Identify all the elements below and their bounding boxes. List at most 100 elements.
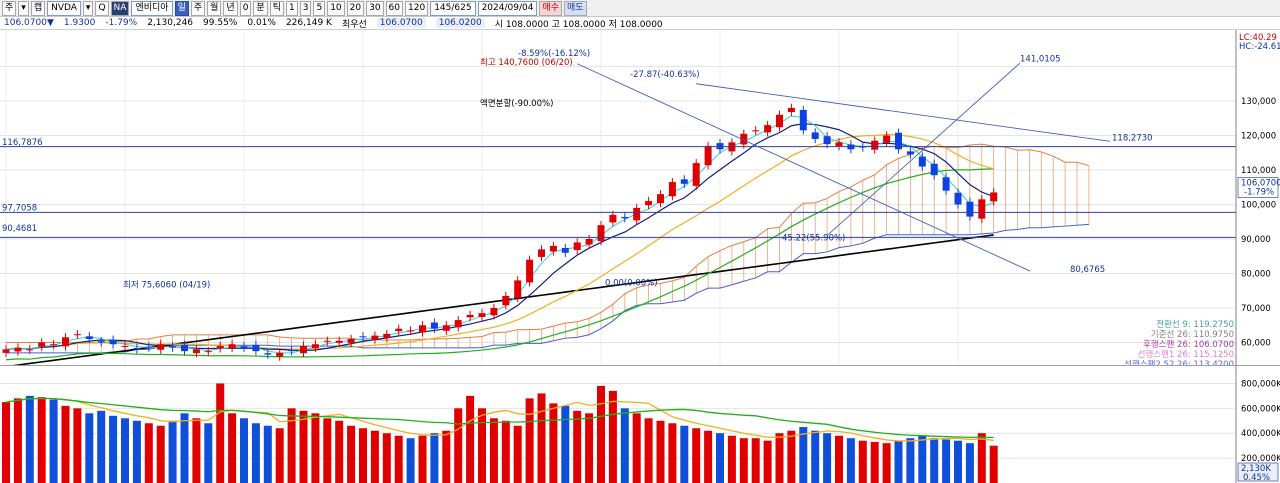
- annotation-zero: 0.00(0.00%): [605, 279, 658, 289]
- volume-ma-long: [5, 397, 994, 439]
- candle-body: [692, 163, 700, 186]
- toolbar-item[interactable]: 0: [239, 0, 252, 16]
- candle-body: [133, 348, 141, 350]
- candle-body: [680, 179, 688, 184]
- legend-entry: 기준선 26: 110.9750: [1151, 330, 1234, 340]
- volume-bar: [37, 397, 46, 483]
- toolbar-item[interactable]: NA: [110, 0, 130, 16]
- candle-body: [906, 151, 914, 155]
- volume-bar: [359, 428, 367, 483]
- toolbar-item[interactable]: 3: [299, 0, 312, 16]
- ma-5: [5, 115, 994, 354]
- volume-bar: [97, 410, 106, 483]
- annotation-97: 97,7058: [2, 204, 37, 214]
- candle-body: [990, 192, 998, 202]
- toolbar-item[interactable]: 10: [327, 0, 345, 16]
- toolbar-item[interactable]: 매도: [564, 0, 587, 16]
- price-tick-label: 90,000: [1241, 235, 1271, 245]
- leading-span-1: [6, 143, 1090, 343]
- toolbar-item[interactable]: 5: [313, 0, 326, 16]
- candle-body: [454, 320, 462, 328]
- candle-body: [740, 133, 748, 145]
- volume-tick-label: 600,000K: [1241, 404, 1280, 414]
- candle-body: [442, 325, 450, 331]
- volume-ratio: 99.55%: [203, 18, 238, 28]
- candle-body: [799, 109, 807, 131]
- toolbar-item[interactable]: 월: [207, 0, 222, 16]
- volume-bar: [370, 430, 379, 483]
- candle-body: [371, 335, 379, 340]
- candle-body: [407, 330, 415, 332]
- toolbar-item[interactable]: Q: [95, 0, 109, 16]
- legend-entry: 후행스팬 26: 106.0700: [1143, 339, 1234, 350]
- candle-body: [490, 308, 498, 316]
- toolbar-item[interactable]: 주: [2, 0, 17, 16]
- volume-bar: [394, 435, 403, 483]
- volume-bar: [977, 433, 986, 483]
- candle-body: [395, 328, 403, 332]
- toolbar-item[interactable]: 캡: [30, 0, 46, 16]
- volume-bar: [608, 390, 617, 483]
- price-tick-label: 100,000: [1241, 201, 1276, 211]
- trade-amount: 226,149 K: [285, 18, 332, 28]
- annotation-split: 액면분할(-90.00%): [480, 98, 553, 109]
- price-tick-label: 60,000: [1241, 339, 1271, 349]
- toolbar-item[interactable]: 틱: [269, 0, 284, 16]
- toolbar-item[interactable]: 20: [346, 0, 365, 16]
- volume-bar: [61, 405, 70, 483]
- volume-bar: [489, 418, 498, 483]
- candle-body: [335, 340, 343, 343]
- toolbar-item[interactable]: 60: [385, 0, 403, 16]
- volume-bar: [561, 405, 570, 483]
- volume-bar: [704, 430, 713, 483]
- volume-bar: [121, 418, 129, 483]
- candle-body: [573, 242, 581, 251]
- candle-body: [181, 344, 188, 352]
- candle-body: [752, 130, 760, 132]
- price-tick-label: 110,000: [1241, 166, 1276, 176]
- volume-bar: [299, 410, 308, 483]
- quote-bar: 106.0700▼ 1.9300 -1.79% 2,130,246 99.55%…: [0, 17, 1280, 30]
- trendline-down: [577, 63, 1031, 272]
- volume-bar: [13, 398, 22, 483]
- toolbar-item[interactable]: 1: [285, 0, 298, 16]
- toolbar-item[interactable]: NVDA: [47, 0, 81, 16]
- volume-bar: [501, 420, 510, 483]
- toolbar-item[interactable]: 분: [253, 0, 268, 16]
- volume-bar: [823, 433, 832, 483]
- volume-bar: [311, 413, 320, 483]
- toolbar-item[interactable]: 주: [190, 0, 206, 16]
- toolbar-item[interactable]: 2024/09/04: [477, 0, 538, 16]
- volume-bar: [727, 435, 736, 483]
- toolbar-item[interactable]: 년: [223, 0, 238, 16]
- toolbar-item[interactable]: 120: [405, 0, 429, 16]
- candle-body: [609, 214, 617, 223]
- candle-body: [430, 322, 438, 329]
- toolbar-item[interactable]: 엔비디아: [131, 0, 173, 16]
- candle-body: [359, 336, 367, 338]
- toolbar-item[interactable]: 매수: [539, 0, 563, 16]
- annotation-swing-low: 45.22(55.90%): [782, 234, 845, 244]
- candle-body: [419, 325, 426, 333]
- legend-entry: 전환선 9: 119.2750: [1156, 319, 1234, 330]
- current-volume-label: 2,130K: [1241, 464, 1271, 474]
- best-ask-label: 최우선: [341, 19, 367, 30]
- candle-body: [895, 132, 902, 150]
- candle-body: [883, 135, 891, 143]
- volume-bar: [406, 438, 415, 483]
- toolbar-item[interactable]: 일: [174, 0, 189, 16]
- candles: [2, 103, 998, 361]
- toolbar-item[interactable]: ▾: [18, 0, 29, 16]
- price-tick-label: 70,000: [1241, 304, 1271, 314]
- candle-body: [561, 247, 569, 253]
- toolbar-item[interactable]: ▾: [82, 0, 94, 16]
- volume-bar: [537, 393, 546, 483]
- toolbar-item[interactable]: 30: [366, 0, 384, 16]
- candle-body: [85, 336, 93, 340]
- volume-bar: [478, 408, 486, 483]
- toolbar-item[interactable]: 145/625: [430, 0, 476, 16]
- candle-body: [954, 192, 962, 205]
- trendline-up: [826, 62, 1021, 236]
- best-ask-price: 106.0700: [376, 18, 426, 28]
- candle-body: [145, 346, 153, 348]
